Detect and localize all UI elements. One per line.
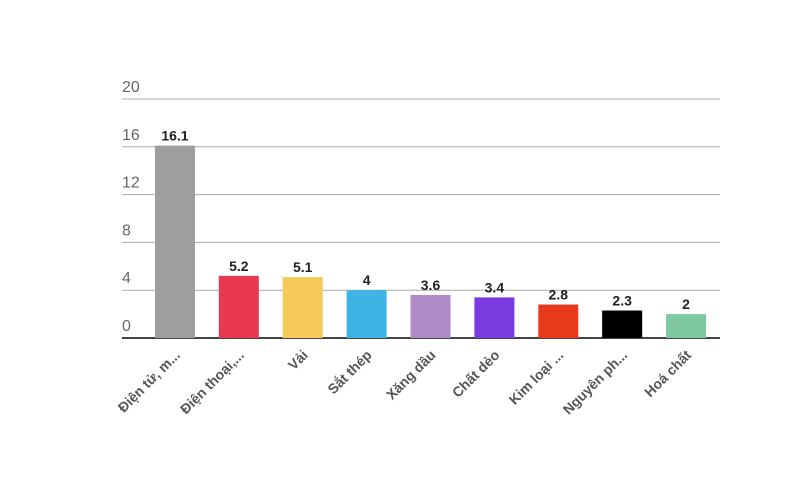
- data-label: 3.4: [485, 279, 505, 295]
- x-tick-label: Kim loại ...: [506, 347, 567, 408]
- data-label: 5.1: [293, 259, 313, 275]
- y-tick-label: 20: [122, 79, 140, 96]
- bar: [218, 275, 259, 338]
- bar: [666, 314, 707, 338]
- x-tick-label: Điện thoại,...: [177, 347, 247, 417]
- x-tick-label: Vải: [285, 347, 311, 373]
- bar: [154, 145, 195, 338]
- x-tick-label: Sắt thép: [324, 346, 375, 397]
- y-tick-label: 12: [122, 175, 140, 192]
- data-label: 2.3: [612, 293, 632, 309]
- y-tick-label: 0: [122, 318, 131, 335]
- bar: [282, 277, 323, 338]
- x-tick-label: Điện tử, m...: [115, 347, 184, 416]
- x-tick-label: Hoá chất: [641, 347, 694, 400]
- x-tick-label: Nguyên ph...: [560, 347, 631, 418]
- data-label: 16.1: [161, 128, 188, 144]
- data-label: 2.8: [549, 287, 569, 303]
- data-label: 4: [363, 272, 371, 288]
- y-tick-label: 16: [122, 127, 140, 144]
- bar: [410, 294, 451, 338]
- data-label: 3.6: [421, 277, 441, 293]
- y-tick-label: 8: [122, 222, 131, 239]
- bar: [474, 297, 515, 338]
- bar: [602, 310, 643, 338]
- bar: [346, 290, 387, 338]
- x-tick-label: Xăng dầu: [383, 347, 439, 403]
- data-label: 5.2: [229, 258, 249, 274]
- bar: [538, 304, 579, 338]
- x-tick-label: Chất dẻo: [449, 347, 503, 401]
- y-tick-label: 4: [122, 270, 131, 287]
- data-label: 2: [682, 296, 690, 312]
